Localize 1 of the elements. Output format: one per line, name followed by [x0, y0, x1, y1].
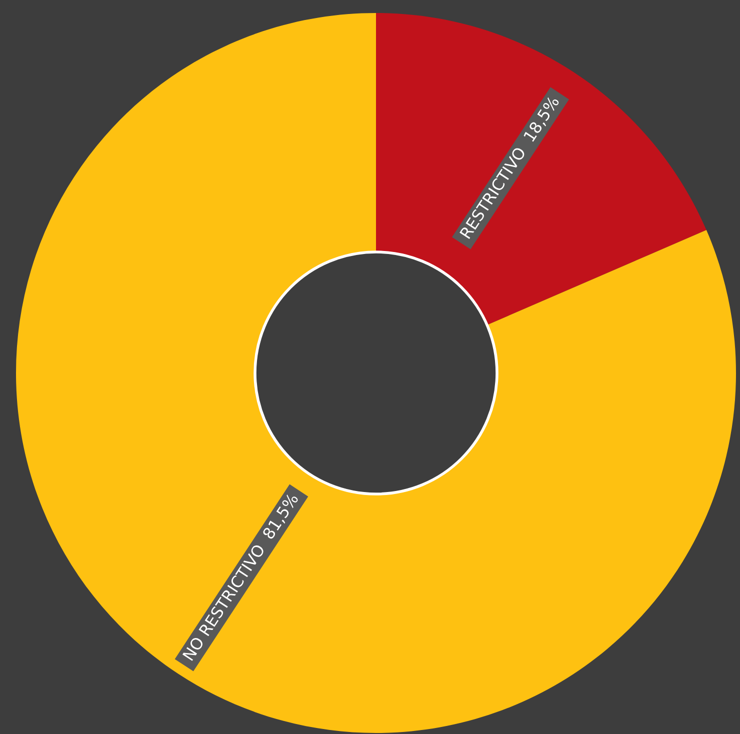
pie-slice — [16, 13, 736, 733]
